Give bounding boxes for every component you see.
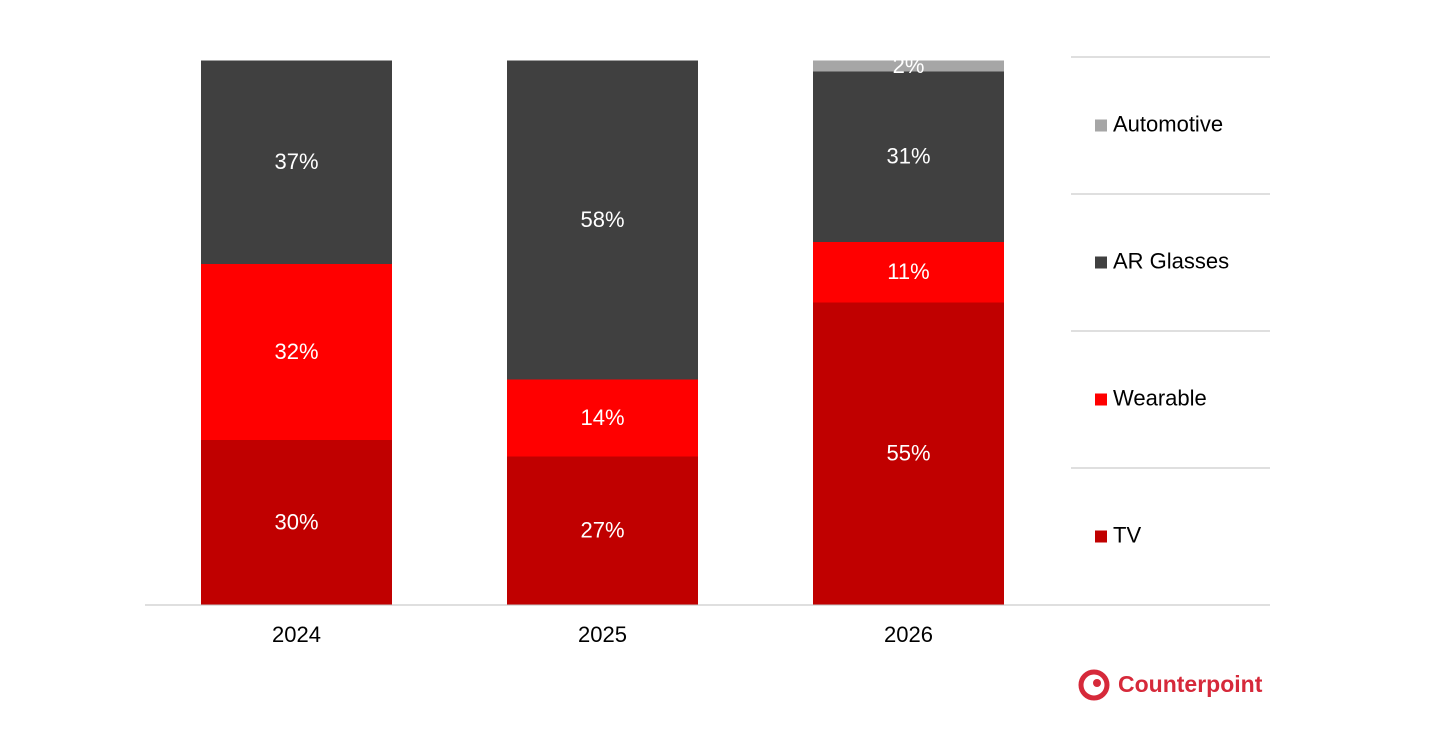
x-tick-label: 2026 [884,622,933,647]
data-label: 14% [580,405,624,430]
legend-swatch [1095,393,1107,406]
legend-swatch [1095,119,1107,132]
legend-label: Automotive [1113,111,1223,136]
data-label: 31% [886,144,930,169]
data-label: 32% [274,339,318,364]
bar-segment [201,60,392,264]
bar-segment [813,71,1004,242]
data-label: 11% [887,259,929,284]
bar-segment [201,264,392,440]
logo-icon [1078,669,1110,701]
legend-label: TV [1113,522,1141,547]
data-label: 2% [893,53,925,78]
x-tick-label: 2025 [578,622,627,647]
bar-segment [507,60,698,380]
legend-swatch [1095,530,1107,543]
bar-segment [507,456,698,605]
data-label: 30% [274,509,318,534]
bar-segment [201,440,392,605]
data-label: 55% [886,441,930,466]
bar-segment [507,379,698,457]
x-tick-label: 2024 [272,622,321,647]
legend-label: Wearable [1113,385,1207,410]
bar-segment [813,60,1004,72]
data-label: 58% [580,207,624,232]
data-label: 37% [274,149,318,174]
logo-icon-dot [1093,679,1101,687]
legend-label: AR Glasses [1113,248,1229,273]
legend-swatch [1095,256,1107,269]
bar-segment [813,302,1004,605]
bar-segment [813,242,1004,303]
data-label: 27% [580,518,624,543]
logo-text: Counterpoint [1118,671,1263,697]
logo: Counterpoint [1078,669,1263,701]
